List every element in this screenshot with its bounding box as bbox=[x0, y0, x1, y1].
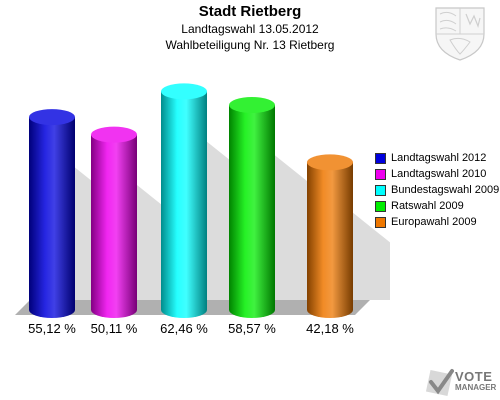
nrw-coat-of-arms-icon bbox=[435, 7, 485, 61]
legend-label-3: Ratswahl 2009 bbox=[391, 200, 464, 212]
bar-value-label-1: 50,11 % bbox=[91, 321, 138, 336]
bar-2 bbox=[161, 91, 207, 318]
legend-label-1: Landtagswahl 2010 bbox=[391, 168, 487, 180]
bar-value-label-4: 42,18 % bbox=[306, 321, 354, 336]
legend-swatch-0 bbox=[375, 152, 386, 164]
bar-top-2 bbox=[161, 83, 207, 100]
legend: Landtagswahl 2012 Landtagswahl 2010 Bund… bbox=[375, 150, 499, 230]
legend-item-3: Ratswahl 2009 bbox=[375, 198, 499, 214]
logo-text-vote: VOTE bbox=[455, 369, 493, 384]
bar-top-4 bbox=[307, 154, 353, 171]
bar-top-1 bbox=[91, 126, 137, 143]
votemanager-check-icon bbox=[426, 369, 454, 397]
chart-subtitle: Landtagswahl 13.05.2012 bbox=[181, 22, 319, 36]
bar-top-0 bbox=[29, 109, 75, 126]
bar-value-label-3: 58,57 % bbox=[228, 321, 276, 336]
legend-swatch-2 bbox=[375, 184, 386, 196]
legend-item-2: Bundestagswahl 2009 bbox=[375, 182, 499, 198]
chart-title: Stadt Rietberg bbox=[198, 3, 302, 20]
legend-label-4: Europawahl 2009 bbox=[391, 216, 477, 228]
logo-text-manager: MANAGER bbox=[455, 383, 497, 392]
bar-0 bbox=[29, 117, 75, 318]
legend-swatch-3 bbox=[375, 200, 386, 212]
legend-swatch-1 bbox=[375, 168, 386, 180]
chart-subtitle-2: Wahlbeteiligung Nr. 13 Rietberg bbox=[165, 38, 335, 52]
bar-value-label-0: 55,12 % bbox=[28, 321, 76, 336]
legend-item-1: Landtagswahl 2010 bbox=[375, 166, 499, 182]
legend-item-0: Landtagswahl 2012 bbox=[375, 150, 499, 166]
bar-3 bbox=[229, 105, 275, 318]
bar-4 bbox=[307, 162, 353, 318]
bar-value-label-2: 62,46 % bbox=[160, 321, 208, 336]
bar-top-3 bbox=[229, 97, 275, 114]
legend-swatch-4 bbox=[375, 216, 386, 228]
bar-1 bbox=[91, 134, 137, 318]
legend-label-0: Landtagswahl 2012 bbox=[391, 152, 487, 164]
legend-label-2: Bundestagswahl 2009 bbox=[391, 184, 500, 196]
legend-item-4: Europawahl 2009 bbox=[375, 214, 499, 230]
